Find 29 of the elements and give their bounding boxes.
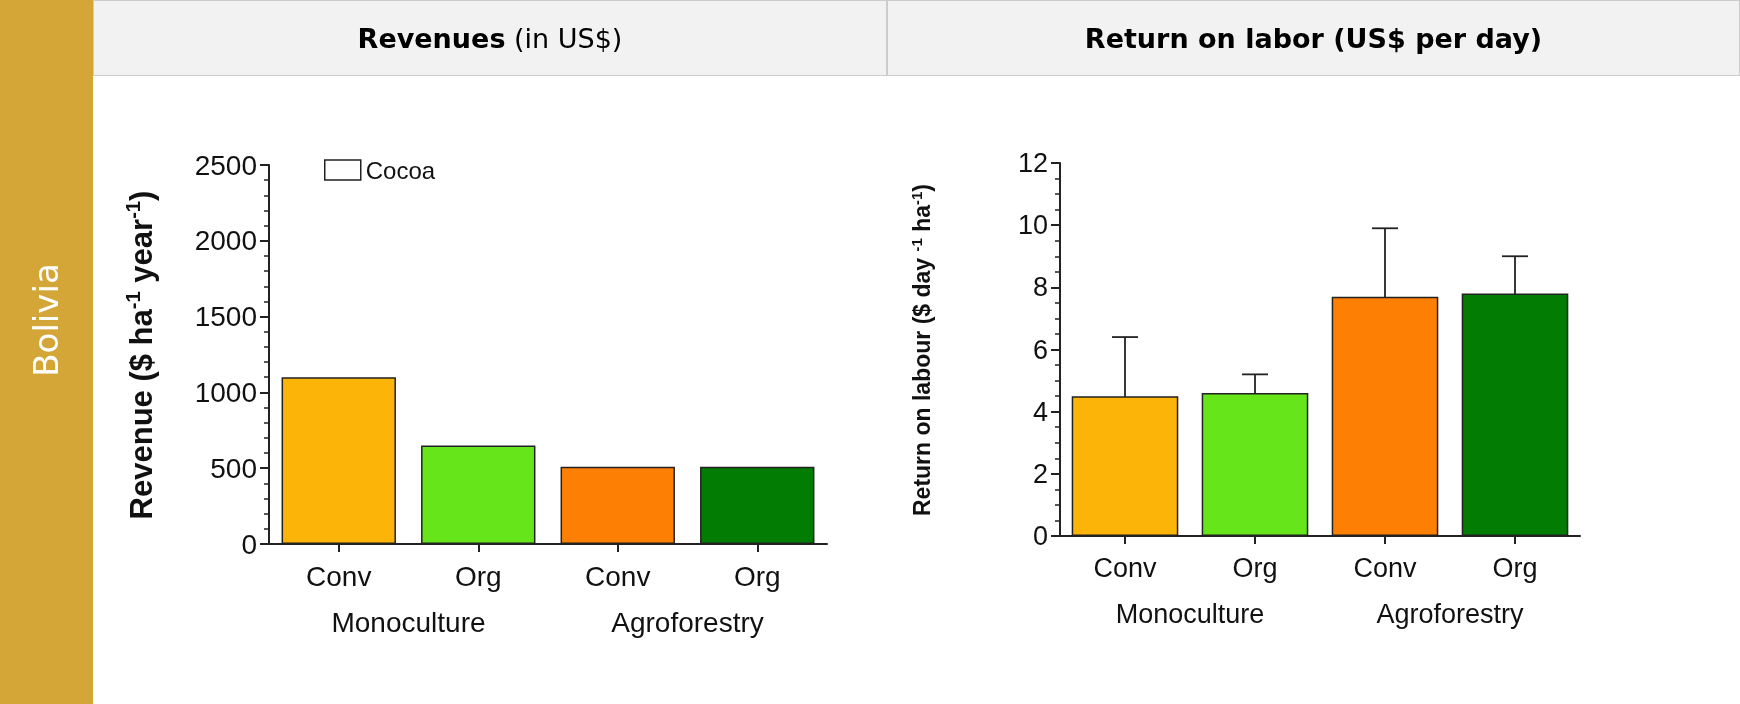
x-tick-label: Conv — [1353, 552, 1418, 583]
x-tick-label: Org — [454, 560, 502, 592]
x-tick-label: Conv — [306, 560, 372, 592]
chart-title: Return on labor (US$ per day) — [1084, 22, 1543, 54]
text: Agroforestry — [611, 606, 764, 638]
y-tick-label: 12 — [1017, 148, 1048, 178]
x-tick-label: Org — [1492, 552, 1538, 583]
chart-title: Revenues (in US$) — [93, 0, 887, 76]
text: Monoculture — [1115, 598, 1265, 629]
y-tick-label: 6 — [1032, 334, 1048, 365]
y-tick-label: 4 — [1032, 396, 1048, 427]
legend-label: Cocoa — [365, 156, 436, 184]
y-tick-label: 8 — [1032, 272, 1048, 303]
y-tick-label: 2 — [1032, 458, 1048, 489]
y-tick-label: 10 — [1017, 210, 1048, 241]
text: Agroforestry — [1376, 598, 1525, 629]
y-tick-label: 1500 — [194, 301, 257, 333]
x-tick-label: Org — [733, 560, 781, 592]
x-tick-label: Org — [1232, 552, 1278, 583]
y-tick-label: 500 — [210, 452, 257, 484]
y-tick-label: 1000 — [194, 376, 257, 408]
x-tick-label: Conv — [585, 560, 651, 592]
text: Bolivia — [26, 263, 66, 377]
text: Monoculture — [331, 606, 486, 638]
x-tick-label: Conv — [1093, 552, 1158, 583]
y-tick-label: 0 — [1032, 521, 1048, 551]
y-tick-label: 0 — [241, 528, 257, 560]
y-tick-label: 2500 — [194, 149, 257, 181]
y-tick-label: 2000 — [194, 225, 257, 257]
